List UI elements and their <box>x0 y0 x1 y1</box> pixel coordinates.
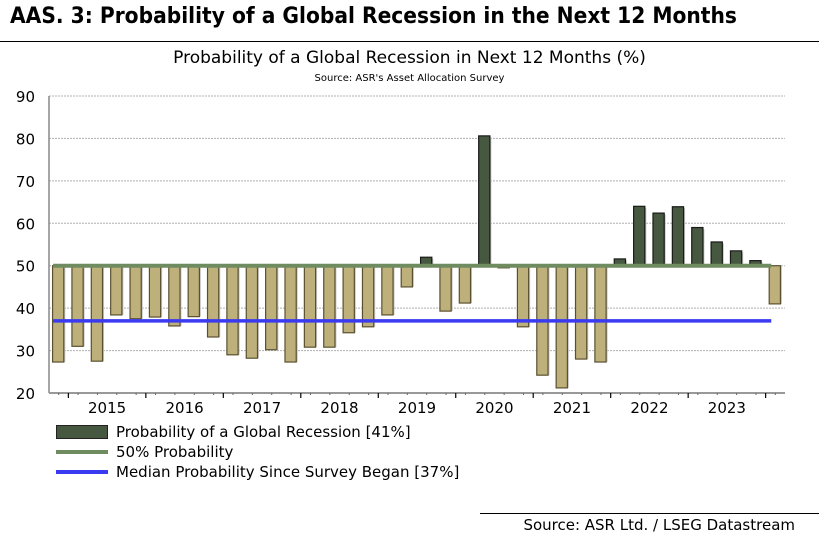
bar <box>555 265 568 389</box>
bar <box>168 265 181 327</box>
legend-item-median: Median Probability Since Survey Began [3… <box>56 462 459 482</box>
bar <box>478 135 491 267</box>
bar <box>361 265 375 328</box>
legend-swatch-bar <box>56 425 108 439</box>
y-tick-label: 80 <box>16 130 35 148</box>
bar <box>226 265 239 356</box>
x-tick-label: 2021 <box>553 399 591 417</box>
bar <box>303 265 317 348</box>
bar <box>594 265 607 363</box>
source-note: Source: ASR Ltd. / LSEG Datastream <box>523 516 795 534</box>
y-tick-label: 40 <box>16 300 35 318</box>
bar <box>342 265 355 334</box>
legend-item-threshold: 50% Probability <box>56 442 459 462</box>
x-tick-label: 2016 <box>165 399 203 417</box>
legend-label: 50% Probability <box>116 443 234 461</box>
source-divider <box>480 513 819 514</box>
bar <box>439 265 452 312</box>
chart-title: Probability of a Global Recession in Nex… <box>173 48 646 68</box>
bar <box>516 265 530 328</box>
x-tick-label: 2023 <box>708 399 746 417</box>
bar <box>284 265 297 363</box>
bar <box>710 241 723 267</box>
legend: Probability of a Global Recession [41%] … <box>56 422 459 482</box>
bar <box>671 206 685 267</box>
x-tick-label: 2017 <box>243 399 281 417</box>
bar <box>458 265 472 304</box>
bar <box>206 265 220 338</box>
y-tick-label: 30 <box>16 343 35 361</box>
bar <box>633 205 646 267</box>
bar <box>323 265 336 348</box>
legend-swatch-median <box>56 470 108 474</box>
bar <box>148 265 162 318</box>
legend-label: Median Probability Since Survey Began [3… <box>116 463 460 481</box>
y-tick-label: 60 <box>16 215 35 233</box>
y-tick-label: 90 <box>16 88 35 106</box>
bar <box>71 265 84 347</box>
bar <box>652 212 665 267</box>
bar <box>245 265 259 359</box>
bar <box>187 265 200 318</box>
bar <box>129 265 142 320</box>
bar <box>51 265 65 363</box>
bar <box>110 265 123 316</box>
x-tick-label: 2015 <box>88 399 126 417</box>
y-tick-label: 20 <box>16 385 35 403</box>
bar <box>691 226 704 267</box>
figure-title: AAS. 3: Probability of a Global Recessio… <box>10 4 737 29</box>
legend-label: Probability of a Global Recession [41%] <box>116 423 411 441</box>
chart-subtitle: Source: ASR's Asset Allocation Survey <box>314 73 505 84</box>
bar <box>400 265 414 288</box>
bar <box>574 265 588 360</box>
bar <box>381 265 394 316</box>
x-tick-label: 2019 <box>398 399 436 417</box>
x-tick-label: 2022 <box>630 399 668 417</box>
bar <box>729 250 743 267</box>
x-tick-label: 2018 <box>320 399 358 417</box>
bar <box>90 265 104 362</box>
legend-item-recession: Probability of a Global Recession [41%] <box>56 422 459 442</box>
y-tick-label: 50 <box>16 258 35 276</box>
y-tick-label: 70 <box>16 173 35 191</box>
bar <box>768 265 782 305</box>
x-tick-label: 2020 <box>475 399 513 417</box>
bar <box>265 265 278 351</box>
title-divider <box>0 41 819 42</box>
legend-swatch-threshold <box>56 450 108 454</box>
